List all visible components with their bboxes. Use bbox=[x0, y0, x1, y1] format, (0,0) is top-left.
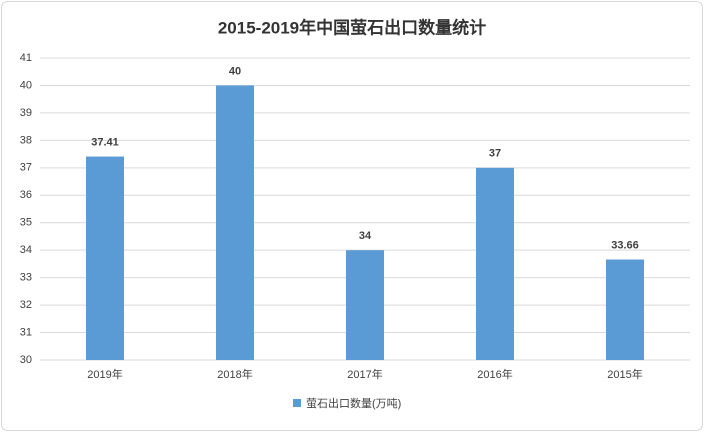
data-label: 37 bbox=[489, 148, 501, 160]
y-tick-label: 37 bbox=[20, 162, 32, 174]
y-tick-label: 32 bbox=[20, 299, 32, 311]
bar bbox=[476, 167, 514, 360]
data-label: 33.66 bbox=[611, 239, 639, 251]
legend-swatch bbox=[293, 399, 301, 407]
x-tick-label: 2017年 bbox=[347, 367, 382, 381]
x-tick-label: 2019年 bbox=[87, 367, 122, 381]
legend-label: 萤石出口数量(万吨) bbox=[306, 396, 401, 410]
x-tick-label: 2016年 bbox=[477, 367, 512, 381]
bar bbox=[216, 85, 254, 361]
y-tick-label: 31 bbox=[20, 326, 32, 338]
y-tick-label: 36 bbox=[20, 189, 32, 201]
y-tick-label: 33 bbox=[20, 272, 32, 284]
y-tick-label: 30 bbox=[20, 354, 32, 366]
data-label: 34 bbox=[359, 230, 372, 242]
bar bbox=[346, 250, 384, 360]
y-tick-label: 38 bbox=[20, 134, 32, 146]
x-tick-label: 2018年 bbox=[217, 367, 252, 381]
x-tick-label: 2015年 bbox=[607, 367, 642, 381]
y-tick-label: 40 bbox=[20, 79, 32, 91]
y-tick-label: 41 bbox=[20, 52, 32, 64]
data-label: 37.41 bbox=[91, 136, 119, 148]
y-tick-label: 34 bbox=[20, 244, 32, 256]
bar bbox=[606, 259, 644, 360]
y-tick-label: 35 bbox=[20, 217, 32, 229]
bar bbox=[86, 156, 124, 360]
y-tick-label: 39 bbox=[20, 107, 32, 119]
data-label: 40 bbox=[229, 65, 241, 77]
chart-title: 2015-2019年中国萤石出口数量统计 bbox=[218, 17, 486, 37]
